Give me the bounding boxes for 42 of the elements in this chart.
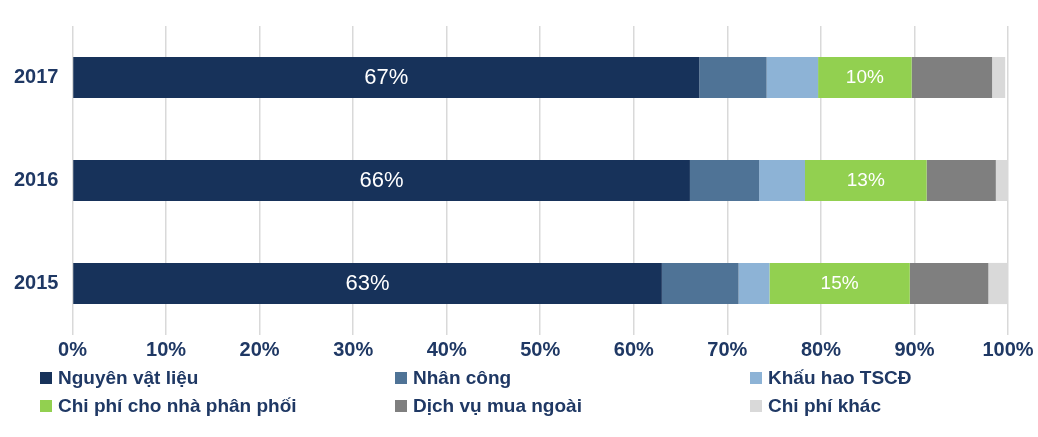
- data-label: 15%: [820, 271, 859, 293]
- x-tick-label: 80%: [800, 337, 842, 360]
- data-label: 10%: [845, 65, 884, 87]
- legend-label: Nguyên vật liệu: [58, 367, 199, 389]
- x-tick-label: 20%: [239, 337, 280, 360]
- x-tick-label: 30%: [333, 337, 374, 360]
- legend-label: Nhân công: [413, 367, 512, 389]
- data-label: 66%: [359, 166, 404, 192]
- y-tick-label: 2017: [13, 65, 59, 88]
- bar: [769, 262, 910, 305]
- data-label: 63%: [345, 269, 390, 295]
- bar: [805, 159, 927, 202]
- x-tick-label: 50%: [520, 337, 561, 360]
- x-tick-label: 10%: [146, 337, 187, 360]
- bar: [766, 56, 819, 99]
- bar: [689, 159, 760, 202]
- data-label: 13%: [846, 168, 885, 190]
- bar: [911, 56, 993, 99]
- x-tick-label: 40%: [426, 337, 467, 360]
- legend-label: Chi phí khác: [768, 395, 881, 417]
- bar: [73, 159, 690, 202]
- bar: [73, 56, 700, 99]
- x-tick-label: 100%: [982, 337, 1034, 360]
- x-tick-label: 90%: [894, 337, 935, 360]
- y-tick-label: 2015: [13, 271, 59, 294]
- x-tick-label: 0%: [58, 337, 88, 360]
- bar: [699, 56, 767, 99]
- bar: [909, 262, 989, 305]
- legend-label: Khấu hao TSCĐ: [768, 367, 912, 389]
- bar: [818, 56, 912, 99]
- legend-label: Dịch vụ mua ngoài: [413, 395, 582, 417]
- bar: [992, 56, 1006, 99]
- data-label: 67%: [364, 63, 409, 89]
- x-tick-label: 70%: [707, 337, 748, 360]
- bar: [738, 262, 770, 305]
- y-tick-label: 2016: [13, 168, 59, 191]
- bar: [926, 159, 996, 202]
- legend-label: Chi phí cho nhà phân phối: [58, 395, 297, 417]
- x-tick-label: 60%: [613, 337, 655, 360]
- bar: [73, 262, 662, 305]
- bar: [661, 262, 739, 305]
- bar: [759, 159, 805, 202]
